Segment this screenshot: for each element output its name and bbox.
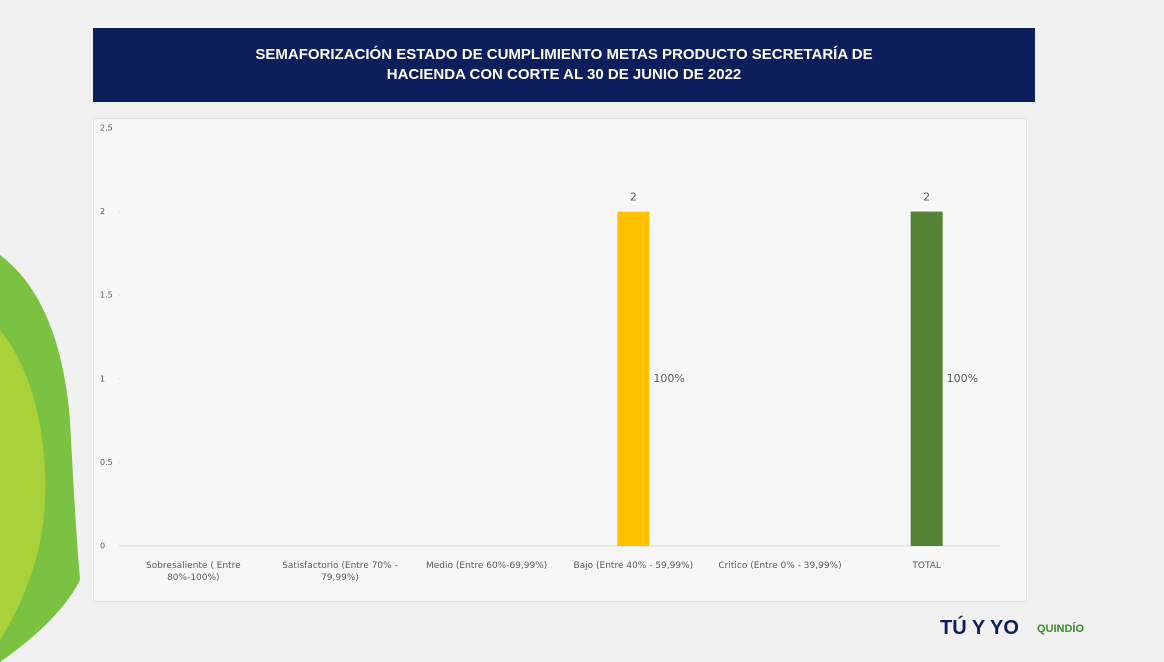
x-tick-label: TOTAL bbox=[857, 560, 997, 572]
logo: QUINDÍO bbox=[1037, 623, 1084, 635]
y-tick-label: 1.5 bbox=[100, 291, 113, 300]
y-tick-label: 2.5 bbox=[100, 124, 113, 133]
x-tick-label: Sobresaliente ( Entre 80%-100%) bbox=[123, 560, 263, 584]
y-tick-label: 1 bbox=[100, 374, 105, 383]
share-label: 100% bbox=[947, 372, 978, 385]
y-tick-label: 2 bbox=[100, 207, 105, 216]
x-tick-label: Critico (Entre 0% - 39,99%) bbox=[710, 560, 850, 572]
value-label: 2 bbox=[923, 191, 930, 204]
share-label: 100% bbox=[653, 372, 684, 385]
y-tick-label: 0.5 bbox=[100, 458, 113, 467]
bar bbox=[617, 212, 649, 546]
x-tick-label: Bajo (Entre 40% - 59,99%) bbox=[563, 560, 703, 572]
logos: TÚ Y YO QUINDÍO bbox=[940, 617, 1084, 640]
slide: SEMAFORIZACIÓN ESTADO DE CUMPLIMIENTO ME… bbox=[0, 0, 1164, 662]
x-tick-label: Satisfactorio (Entre 70% - 79,99%) bbox=[270, 560, 410, 584]
logo: TÚ Y YO bbox=[940, 617, 1019, 640]
value-label: 2 bbox=[630, 191, 637, 204]
bar bbox=[911, 212, 943, 546]
y-tick-label: 0 bbox=[100, 542, 105, 551]
x-tick-label: Medio (Entre 60%-69,99%) bbox=[417, 560, 557, 572]
